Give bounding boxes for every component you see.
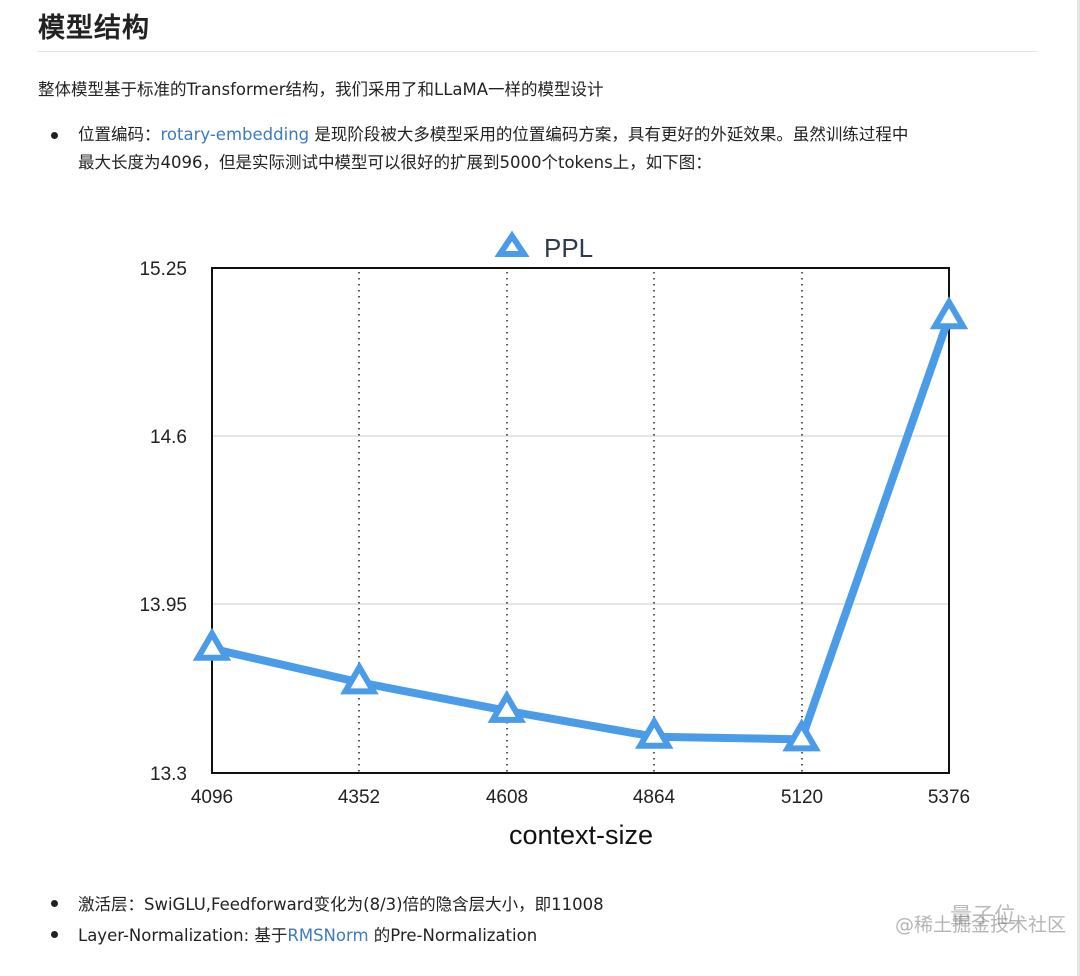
watermark-logo-text: 量子位	[950, 904, 1017, 929]
section-heading: 模型结构	[38, 13, 150, 44]
ppl-markers	[192, 296, 969, 752]
intro-paragraph: 整体模型基于标准的Transformer结构，我们采用了和LLaMA一样的模型设…	[38, 80, 604, 99]
bullet-prefix: 位置编码：	[78, 125, 161, 144]
x-axis-label: context-size	[509, 820, 653, 850]
ppl-series	[192, 296, 969, 752]
list-item-position-encoding: 位置编码：rotary-embedding 是现阶段被大多模型采用的位置编码方案…	[38, 121, 1038, 177]
legend-triangle-icon	[494, 230, 530, 257]
heading-divider	[38, 51, 1037, 52]
svg-text:4096: 4096	[191, 787, 233, 808]
svg-text:4352: 4352	[338, 787, 380, 808]
svg-text:4864: 4864	[633, 787, 676, 808]
ppl-line-chart: PPL 13.3 13.95 14.6 15.25 4096 4352 4608…	[139, 230, 970, 850]
svg-text:5376: 5376	[928, 787, 970, 808]
rmsnorm-link[interactable]: RMSNorm	[287, 926, 369, 945]
triangle-marker-icon	[634, 715, 674, 749]
watermark-community-text: @稀土掘金技术社区	[895, 914, 1067, 936]
horizontal-gridlines	[212, 435, 949, 605]
x-axis-ticks: 4096 4352 4608 4864 5120 5376	[191, 787, 970, 808]
bullet-text: 是现阶段被大多模型采用的位置编码方案，具有更好的外延效果。虽然训练过程中	[309, 125, 909, 144]
svg-text:13.95: 13.95	[139, 595, 187, 616]
triangle-marker-icon	[487, 689, 527, 723]
list-item-activation: 激活层：SwiGLU,Feedforward变化为(8/3)倍的隐含层大小，即1…	[38, 889, 1038, 920]
page-right-border	[1077, 0, 1080, 976]
bottom-bullet-list: 激活层：SwiGLU,Feedforward变化为(8/3)倍的隐含层大小，即1…	[38, 889, 1038, 951]
bullet-text-line2: 最大长度为4096，但是实际测试中模型可以很好的扩展到5000个tokens上，…	[78, 153, 712, 172]
top-bullet-list: 位置编码：rotary-embedding 是现阶段被大多模型采用的位置编码方案…	[38, 121, 1038, 177]
svg-text:15.25: 15.25	[139, 259, 187, 280]
svg-text:13.3: 13.3	[150, 764, 187, 785]
triangle-marker-icon	[782, 718, 821, 752]
bullet-text: 激活层：SwiGLU,Feedforward变化为(8/3)倍的隐含层大小，即1…	[78, 895, 604, 914]
triangle-marker-icon	[929, 296, 969, 330]
list-item-layer-norm: Layer-Normalization: 基于RMSNorm 的Pre-Norm…	[38, 920, 1038, 951]
bullet-icon	[51, 931, 58, 938]
chart-legend: PPL	[494, 230, 593, 263]
svg-text:5120: 5120	[781, 787, 823, 808]
legend-label: PPL	[544, 233, 593, 263]
svg-text:14.6: 14.6	[150, 427, 187, 448]
bullet-prefix: Layer-Normalization: 基于	[78, 926, 288, 945]
svg-text:4608: 4608	[486, 787, 528, 808]
y-axis-ticks: 13.3 13.95 14.6 15.25	[139, 259, 187, 785]
triangle-marker-icon	[340, 661, 379, 695]
bullet-icon	[51, 132, 58, 139]
bullet-icon	[51, 900, 58, 907]
bullet-suffix: 的Pre-Normalization	[368, 926, 538, 945]
plot-frame	[211, 267, 950, 774]
ppl-line	[211, 315, 953, 744]
rotary-embedding-link[interactable]: rotary-embedding	[160, 125, 310, 144]
triangle-marker-icon	[192, 627, 232, 661]
